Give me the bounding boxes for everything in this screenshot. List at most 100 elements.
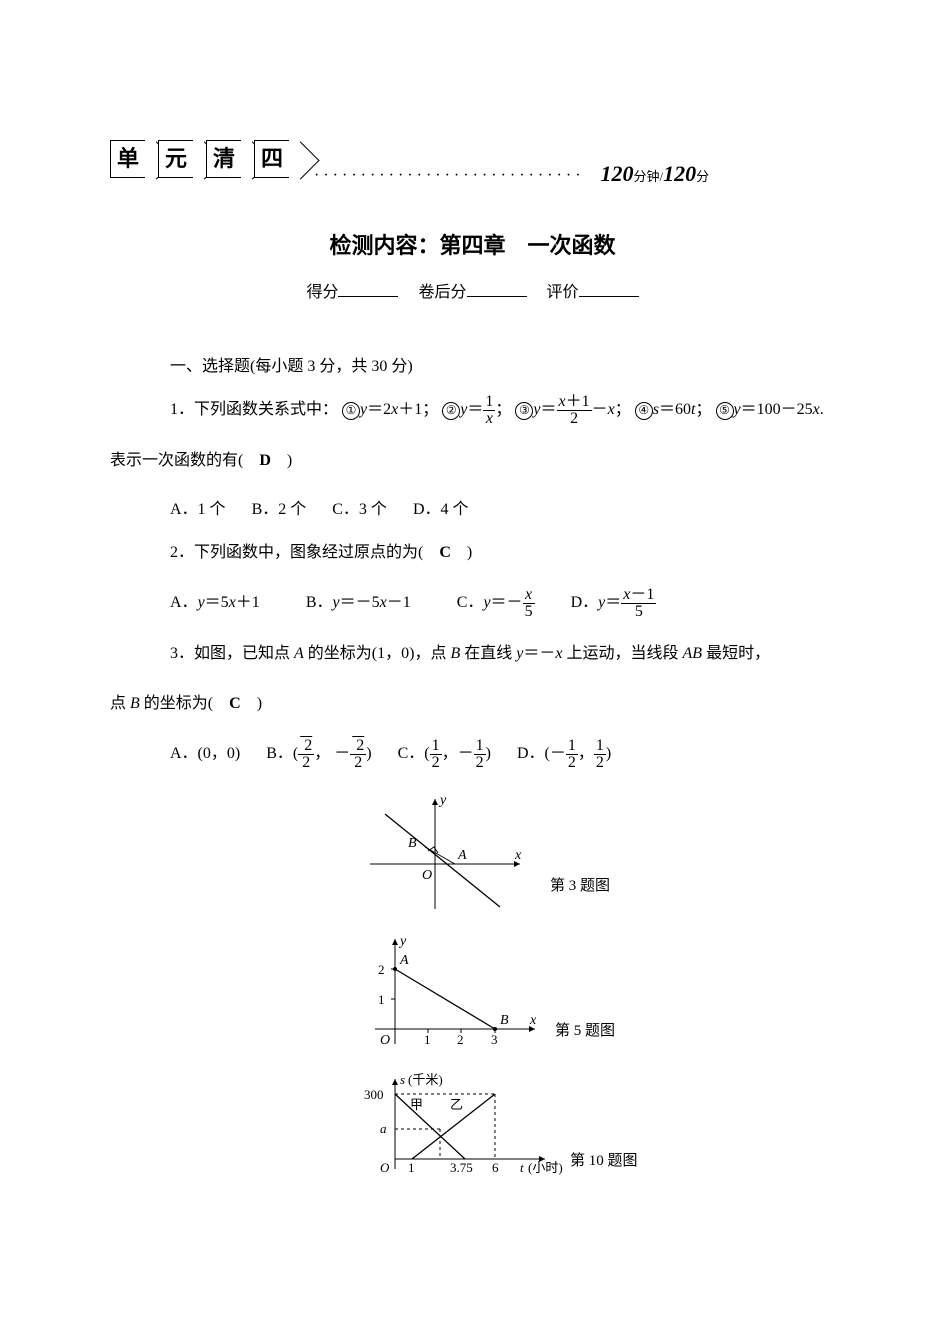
var: y	[533, 401, 540, 418]
svg-text:x: x	[514, 848, 522, 863]
svg-text:(千米): (千米)	[408, 1072, 443, 1087]
svg-text:1: 1	[424, 1032, 431, 1047]
section-heading: 一、选择题(每小题 3 分，共 30 分)	[170, 352, 835, 376]
q2-text: 2．下列函数中，图象经过原点的为(	[170, 544, 439, 561]
figure-3-svg: y x O A B	[350, 789, 540, 919]
option: C．3 个	[332, 495, 387, 519]
svg-text:乙: 乙	[450, 1097, 463, 1112]
svg-text:3.75: 3.75	[450, 1160, 473, 1175]
txt: ；	[615, 401, 631, 418]
option: D．y＝x－15	[571, 587, 657, 620]
txt: ＝100－25	[741, 401, 813, 418]
txt: .	[820, 401, 824, 418]
svg-text:2: 2	[457, 1032, 464, 1047]
question-3-tail: 点 B 的坐标为( C )	[110, 688, 835, 720]
circle-num: ⑤	[716, 402, 734, 420]
txt: ＝60	[659, 401, 691, 418]
option: B．y＝－5x－1	[306, 588, 411, 612]
figure-10: s (千米) t (小时) O 300 a 1 3.75 6 甲 乙 第 10 …	[350, 1069, 835, 1179]
question-3: 3．如图，已知点 A 的坐标为(1，0)，点 B 在直线 y＝－x 上运动，当线…	[170, 638, 835, 670]
svg-text:s: s	[400, 1072, 405, 1087]
option: A．(0，0)	[170, 739, 240, 763]
q1-text: 1．下列函数关系式中：	[170, 401, 338, 418]
svg-text:a: a	[380, 1121, 387, 1136]
den: x	[483, 411, 495, 427]
svg-text:O: O	[422, 868, 432, 883]
chevron-3: 清	[206, 140, 250, 178]
q3-options: A．(0，0) B．( 22， － 22) C．(12，－12) D．(－12，…	[170, 738, 835, 771]
txt: ＋1；	[398, 401, 438, 418]
svg-text:(小时): (小时)	[528, 1160, 563, 1175]
svg-text:A: A	[399, 953, 409, 968]
txt: )	[451, 544, 472, 561]
fig-caption: 第 10 题图	[570, 1149, 638, 1170]
fraction: 1x	[483, 394, 495, 427]
page-title: 检测内容：第四章 一次函数	[110, 228, 835, 260]
svg-text:1: 1	[378, 992, 385, 1007]
figure-10-svg: s (千米) t (小时) O 300 a 1 3.75 6 甲 乙	[350, 1069, 570, 1179]
option: A．1 个	[170, 495, 226, 519]
svg-text:x: x	[529, 1013, 537, 1028]
q1-options: A．1 个 B．2 个 C．3 个 D．4 个	[170, 495, 835, 519]
time-score: 120	[663, 161, 696, 186]
txt: )	[271, 452, 292, 469]
score-label: 评价	[547, 284, 579, 301]
txt: ＝	[467, 401, 483, 418]
chevron-1: 单	[110, 140, 154, 178]
score-line: 得分 卷后分 评价	[110, 278, 835, 302]
circle-num: ④	[635, 402, 653, 420]
question-1-tail: 表示一次函数的有( D )	[110, 445, 835, 477]
chevron-char: 单	[110, 140, 145, 178]
svg-text:B: B	[408, 836, 417, 851]
score-label: 卷后分	[418, 284, 466, 301]
svg-text:y: y	[398, 934, 407, 949]
score-blank[interactable]	[579, 278, 639, 297]
txt: －	[592, 401, 608, 418]
circle-num: ②	[442, 402, 460, 420]
answer: D	[259, 452, 271, 469]
txt: ＝	[541, 401, 557, 418]
chevron-char: 四	[254, 140, 289, 178]
score-label: 得分	[306, 284, 338, 301]
var: y	[734, 401, 741, 418]
time-unit: 分钟	[634, 169, 660, 184]
time-minutes: 120	[601, 161, 634, 186]
svg-text:O: O	[380, 1033, 390, 1048]
q1-tail: 表示一次函数的有(	[110, 452, 259, 469]
svg-text:B: B	[500, 1013, 509, 1028]
den: 2	[557, 411, 592, 427]
unit-banner: 单 元 清 四 ····························· 12…	[110, 140, 835, 188]
time-unit2: 分	[696, 169, 709, 184]
score-blank[interactable]	[467, 278, 527, 297]
svg-text:1: 1	[408, 1160, 415, 1175]
svg-text:A: A	[457, 848, 467, 863]
fig-caption: 第 3 题图	[550, 874, 610, 895]
txt: ＝2	[367, 401, 391, 418]
num: 1	[483, 394, 495, 411]
circle-num: ③	[515, 402, 533, 420]
question-1: 1．下列函数关系式中： ①y＝2x＋1； ②y＝1x； ③y＝x＋12－x； ④…	[170, 394, 835, 427]
svg-text:2: 2	[378, 962, 385, 977]
answer: C	[439, 544, 451, 561]
option: A．y＝5x＋1	[170, 588, 260, 612]
chevron-2: 元	[158, 140, 202, 178]
txt: ；	[495, 401, 511, 418]
fig-caption: 第 5 题图	[555, 1019, 615, 1040]
time-info: 120分钟/120分	[601, 161, 710, 187]
option: C．(12，－12)	[398, 738, 491, 771]
svg-text:t: t	[520, 1160, 524, 1175]
option: D．(－12，12)	[517, 738, 611, 771]
svg-text:3: 3	[491, 1032, 498, 1047]
chevron-char: 清	[206, 140, 241, 178]
option: C．y＝－x5	[457, 587, 535, 620]
circle-num: ①	[342, 402, 360, 420]
score-blank[interactable]	[338, 278, 398, 297]
txt: ；	[696, 401, 712, 418]
fraction: x＋12	[557, 394, 592, 427]
figure-3: y x O A B 第 3 题图	[350, 789, 835, 919]
figure-5-svg: y x O A B 1 2 3 1 2	[350, 929, 550, 1059]
var: x	[608, 401, 615, 418]
svg-text:300: 300	[364, 1087, 384, 1102]
chevron-char: 元	[158, 140, 193, 178]
svg-text:y: y	[438, 793, 447, 808]
